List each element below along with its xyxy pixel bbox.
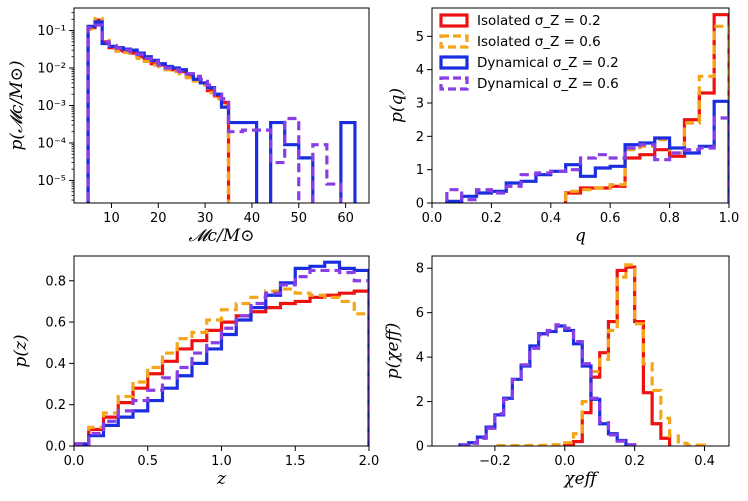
series-chirp-mass-2 [86,20,357,203]
y-tick-label: 10⁻¹ [37,24,66,39]
x-tick-label: 1.5 [285,454,306,469]
series-redshift-1 [74,287,369,446]
y-tick-label: 2 [416,395,424,410]
series-effective-spin-3 [458,323,637,446]
legend-label: Isolated σ_Z = 0.2 [477,13,601,29]
y-tick-label: 10⁻³ [37,99,66,114]
y-tick-label: 3 [416,97,424,112]
x-tick-label: 0.5 [137,454,158,469]
series-chirp-mass-0 [86,18,231,203]
x-tick-label: 30 [197,211,214,226]
series-redshift-3 [74,268,369,446]
x-tick-label: 0.2 [624,454,645,469]
x-axis-label: q [575,226,586,246]
x-tick-label: 10 [103,211,120,226]
y-tick-label: 10⁻² [37,62,66,77]
x-tick-label: 50 [290,211,307,226]
x-tick-label: 0.6 [600,211,621,226]
series-mass-ratio-0 [564,13,729,203]
x-axis-label: 𝓜c/M⊙ [189,226,255,246]
y-axis-label: p(𝓜c/M⊙) [7,60,27,150]
x-tick-label: 0.0 [554,454,575,469]
y-axis-label: p(χeff) [383,323,403,380]
y-tick-label: 0 [416,197,424,212]
legend-swatch [439,55,469,70]
x-tick-label: 0.4 [694,454,715,469]
x-tick-label: 20 [150,211,167,226]
panel-chirp-mass: 10 20 30 40 50 60 10⁻⁵ 10⁻⁴ 10⁻³ 10⁻² 10⁻¹ 𝓜c/M⊙ p(𝓜… [7,7,370,246]
x-tick-label: 40 [244,211,261,226]
legend-swatch [439,34,469,49]
y-tick-label: 4 [416,63,424,78]
series-mass-ratio-3 [445,116,729,203]
x-tick-label: 0.2 [481,211,502,226]
y-tick-label: 0.6 [45,316,66,331]
x-tick-label: 1.0 [719,211,740,226]
series-chirp-mass-3 [86,23,343,203]
x-axis-label: z [216,469,227,489]
y-tick-label: 0.8 [45,274,66,289]
y-axis-label: p(z) [11,334,31,367]
x-axis-label: χeff [563,469,599,489]
y-tick-label: 5 [416,30,424,45]
y-tick-label: 10⁻⁵ [37,174,66,189]
y-tick-label: 4 [416,351,424,366]
y-tick-label: 0.2 [45,398,66,413]
axes-frame [431,7,730,204]
x-tick-label: 2.0 [359,454,380,469]
x-tick-label: 0.4 [540,211,561,226]
axes-frame [431,255,730,447]
x-tick-label: 0.8 [659,211,680,226]
x-tick-label: 60 [337,211,354,226]
y-tick-label: 6 [416,306,424,321]
y-tick-label: 10⁻⁴ [37,136,66,151]
legend-label: Dynamical σ_Z = 0.2 [477,55,619,71]
y-tick-label: 1 [416,163,424,178]
x-tick-label: 0.0 [422,211,443,226]
legend-label: Dynamical σ_Z = 0.6 [477,76,619,92]
y-tick-label: 0.4 [45,357,66,372]
y-tick-label: 0 [416,440,424,455]
legend-label: Isolated σ_Z = 0.6 [477,34,601,50]
panel-redshift: 0.0 0.5 1.0 1.5 2.0 0.0 0.2 0.4 0.6 0.8 z p(z) [11,255,380,489]
series-chirp-mass-1 [86,16,231,203]
y-tick-label: 8 [416,262,424,277]
series-redshift-2 [74,260,369,446]
panel-effective-spin: −0.2 0.0 0.2 0.4 0 2 4 6 8 χeff p(χeff) [383,255,730,489]
y-axis-label: p(q) [387,88,407,123]
y-tick-label: 0.0 [45,440,66,455]
legend: Isolated σ_Z = 0.2 Isolated σ_Z = 0.6 Dyna… [439,13,619,92]
panel-mass-ratio: 0.0 0.2 0.4 0.6 0.8 1.0 0 1 2 3 4 5 q p(q) [387,7,740,246]
series-effective-spin-1 [493,263,707,446]
legend-swatch [439,13,469,28]
series-mass-ratio-1 [564,24,729,203]
x-tick-label: −0.2 [479,454,511,469]
y-tick-label: 2 [416,130,424,145]
x-tick-label: 0.0 [64,454,85,469]
legend-swatch [439,76,469,91]
x-tick-label: 1.0 [211,454,232,469]
